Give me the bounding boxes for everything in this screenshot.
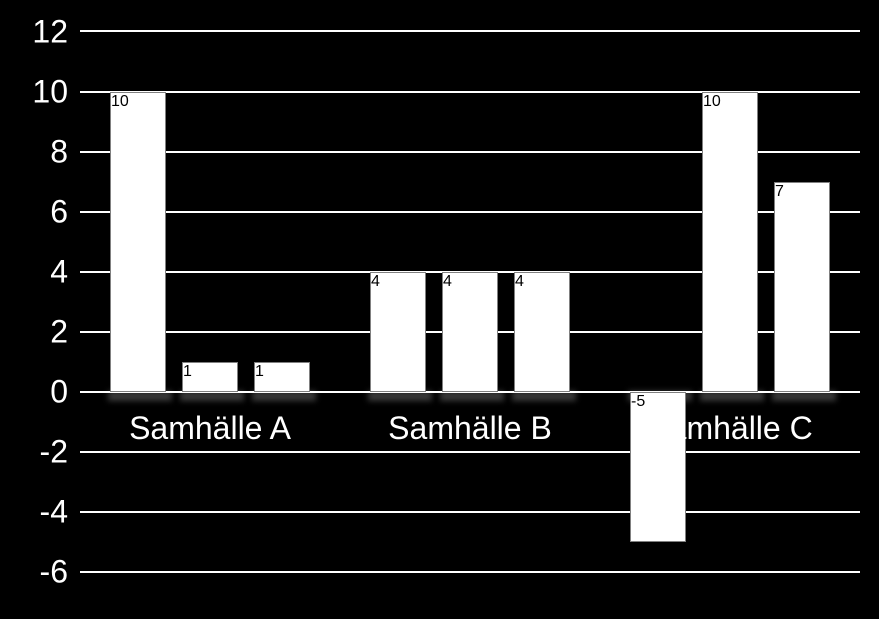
bar: 10 (702, 92, 758, 392)
bar-group: 10 11 Samhälle A (91, 32, 329, 570)
chart: -6-4-20246810121011Samhälle A444Samhälle… (0, 0, 879, 619)
ytick-label: 10 (32, 74, 80, 111)
ytick-label: 8 (50, 134, 80, 171)
category-label: Samhälle C (647, 410, 812, 447)
bar: 1 (254, 362, 310, 392)
ytick-label: 6 (50, 194, 80, 231)
bar-shadow (700, 391, 764, 401)
bar: 4 (370, 272, 426, 392)
ytick-label: 2 (50, 314, 80, 351)
bar: 1 (182, 362, 238, 392)
bar-shadow (772, 391, 836, 401)
category-label: Samhälle A (129, 410, 291, 447)
ytick-label: -4 (40, 494, 80, 531)
ytick-label: 12 (32, 14, 80, 51)
plot-area: -6-4-20246810121011Samhälle A444Samhälle… (80, 30, 860, 570)
bar-shadow (368, 391, 432, 401)
bar-group: -5107Samhälle C (611, 32, 849, 570)
bar-shadow (512, 391, 576, 401)
bar-shadow (180, 391, 244, 401)
bar: 4 (442, 272, 498, 392)
bar: 7 (774, 182, 830, 392)
ytick-label: 0 (50, 374, 80, 411)
gridline (80, 571, 860, 573)
bar: 4 (514, 272, 570, 392)
ytick-label: 4 (50, 254, 80, 291)
ytick-label: -6 (40, 554, 80, 591)
category-label: Samhälle B (388, 410, 552, 447)
bar: 10 (110, 92, 166, 392)
bar-group: 444 Samhälle B (351, 32, 589, 570)
bar-shadow (440, 391, 504, 401)
ytick-label: -2 (40, 434, 80, 471)
bar-shadow (108, 391, 172, 401)
bar-shadow (252, 391, 316, 401)
